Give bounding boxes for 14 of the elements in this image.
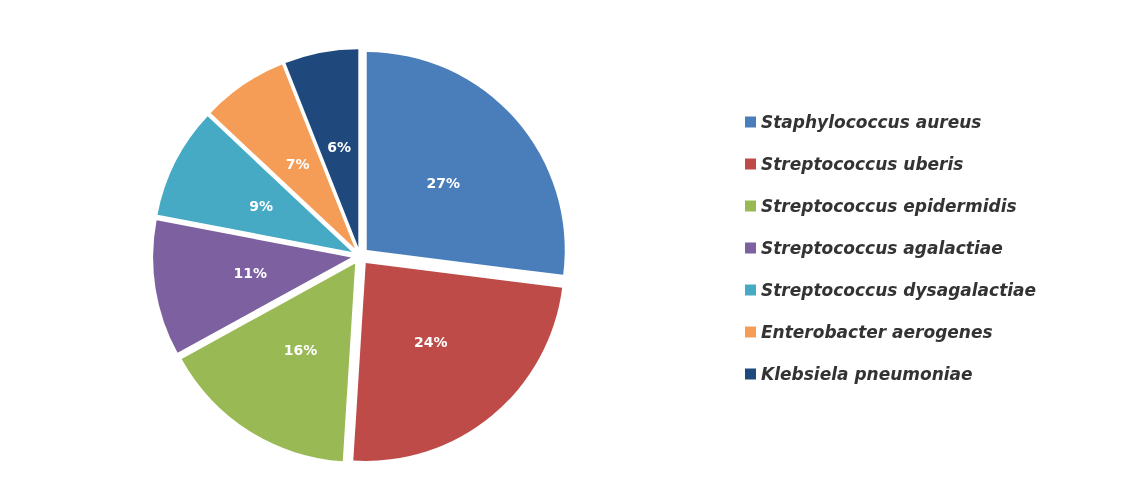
data-label: 7% [285, 156, 310, 173]
legend-label: Streptococcus uberis [761, 154, 964, 174]
legend-label: Enterobacter aerogenes [761, 322, 993, 342]
data-label: 16% [283, 341, 318, 358]
data-label: 24% [414, 333, 448, 350]
data-label: 11% [233, 265, 268, 282]
legend-label: Streptococcus dysagalactiae [761, 280, 1037, 300]
legend-label: Staphylococcus aureus [761, 112, 982, 132]
data-label: 27% [426, 174, 461, 191]
legend-label: Streptococcus agalactiae [761, 238, 1003, 258]
legend-label: Klebsiela pneumoniae [761, 364, 973, 384]
data-label: 6% [327, 138, 352, 155]
data-label: 9% [249, 197, 273, 214]
legend-label: Streptococcus epidermidis [761, 196, 1017, 216]
